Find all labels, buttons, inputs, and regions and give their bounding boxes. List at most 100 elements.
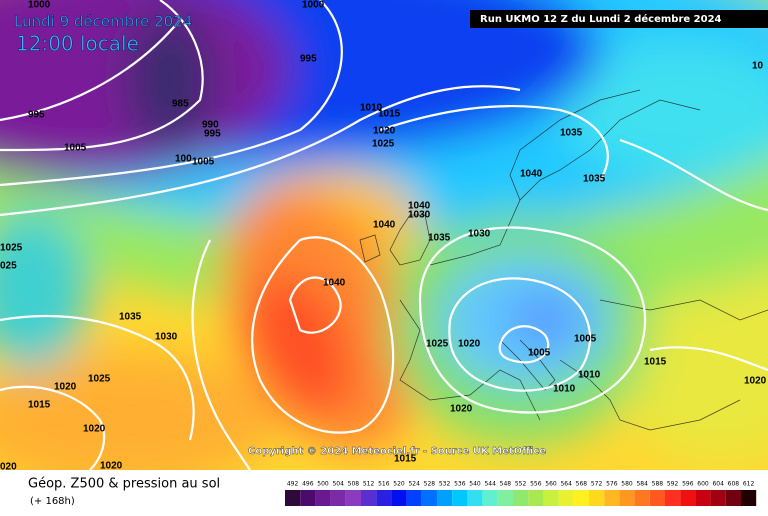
isobar-label: 1020 (54, 382, 77, 393)
coastlines (359, 89, 768, 431)
height-field (0, 0, 768, 470)
scale-swatch (330, 490, 346, 506)
isobar-label: 1030 (408, 210, 431, 221)
isobar-label: 1000 (28, 0, 51, 11)
scale-swatch (437, 490, 453, 506)
scale-label: 600 (697, 481, 709, 488)
scale-swatch (695, 490, 711, 506)
scale-label: 520 (393, 481, 405, 488)
scale-swatch (421, 490, 437, 506)
scale-swatch (345, 490, 361, 506)
isobar-label: 1020 (100, 461, 123, 472)
scale-label: 572 (591, 481, 603, 488)
scale-label: 604 (712, 481, 724, 488)
isobar-label: 990 (202, 120, 219, 131)
isobar-label: 1020 (83, 424, 106, 435)
isobar-label: 1025 (88, 374, 111, 385)
isobar-label: 10 (752, 61, 764, 72)
isobar-label: 1015 (378, 109, 401, 120)
scale-label: 500 (317, 481, 329, 488)
isobar-label: 020 (0, 462, 17, 473)
scale-swatch (361, 490, 377, 506)
scale-label: 536 (454, 481, 466, 488)
isobar-label: 1005 (64, 143, 87, 154)
scale-label: 540 (469, 481, 481, 488)
scale-label: 512 (363, 481, 375, 488)
scale-swatch (482, 490, 498, 506)
map-date: Lundi 9 décembre 2024 (14, 13, 192, 31)
scale-swatch (513, 490, 529, 506)
isobar-label: 1035 (583, 174, 606, 185)
isobar-label: 1035 (560, 128, 583, 139)
scale-label: 560 (545, 481, 557, 488)
scale-label: 528 (424, 481, 436, 488)
scale-label: 568 (576, 481, 588, 488)
scale-swatch (376, 490, 392, 506)
scale-swatch (558, 490, 574, 506)
scale-label: 552 (515, 481, 527, 488)
scale-swatch (619, 490, 635, 506)
isobar-label: 1005 (574, 334, 597, 345)
isobar-label: 1005 (192, 157, 215, 168)
scale-label: 580 (621, 481, 633, 488)
isobar-label: 1010 (553, 384, 576, 395)
isobar-label: 1025 (0, 243, 23, 254)
scale-label: 504 (332, 481, 344, 488)
scale-label: 516 (378, 481, 390, 488)
isobar-label: 100 (175, 154, 192, 165)
isobar-label: 1040 (323, 278, 346, 289)
color-scale: 492 496 500 504 508 512 516 520 524 528 532 536 540 5… (285, 481, 757, 506)
isobar-label: 1005 (528, 348, 551, 359)
scale-swatch (573, 490, 589, 506)
isobar-label: 1025 (426, 339, 449, 350)
copyright: Copyright © 2024 Meteociel.fr - Source U… (248, 446, 546, 457)
isobar-label: 1020 (744, 376, 767, 387)
footer-lead: (+ 168h) (30, 496, 75, 507)
isobar-label: 025 (0, 261, 17, 272)
isobar-label: 1020 (373, 126, 396, 137)
isobar-label: 1020 (450, 404, 473, 415)
scale-swatch (680, 490, 696, 506)
isobar-label: 1010 (360, 103, 383, 114)
scale-swatch (315, 490, 331, 506)
scale-swatch (710, 490, 726, 506)
scale-swatch (634, 490, 650, 506)
scale-swatch (665, 490, 681, 506)
scale-swatch (497, 490, 513, 506)
isobar-label: 1030 (155, 332, 178, 343)
scale-label: 596 (682, 481, 694, 488)
isobar-label: 1020 (458, 339, 481, 350)
isobar-label: 1000 (302, 0, 325, 11)
isobar-label: 995 (204, 129, 221, 140)
isobar-label: 1040 (408, 201, 431, 212)
scale-swatch (391, 490, 407, 506)
isobars (0, 0, 768, 470)
scale-label: 496 (302, 481, 314, 488)
isobar-label: 1015 (394, 454, 417, 465)
isobar-label: 1040 (520, 169, 543, 180)
scale-label: 564 (560, 481, 572, 488)
scale-swatch (604, 490, 620, 506)
isobar-label: 1035 (119, 312, 142, 323)
scale-label: 588 (652, 481, 664, 488)
isobar-label: 1015 (644, 357, 667, 368)
scale-swatch (406, 490, 422, 506)
isobar-label: 1030 (468, 229, 491, 240)
scale-swatch (741, 490, 757, 506)
scale-label: 608 (728, 481, 740, 488)
scale-label: 508 (348, 481, 360, 488)
scale-swatch (467, 490, 483, 506)
scale-label: 556 (530, 481, 542, 488)
scale-swatch (649, 490, 665, 506)
run-box (470, 10, 768, 28)
scale-label: 612 (743, 481, 755, 488)
isobar-label: 1035 (428, 233, 451, 244)
isobar-label: 1040 (373, 220, 396, 231)
scale-swatch (543, 490, 559, 506)
isobar-label: 995 (28, 110, 45, 121)
isobar-label: 1015 (28, 400, 51, 411)
scale-label: 532 (439, 481, 451, 488)
scale-swatch (725, 490, 741, 506)
